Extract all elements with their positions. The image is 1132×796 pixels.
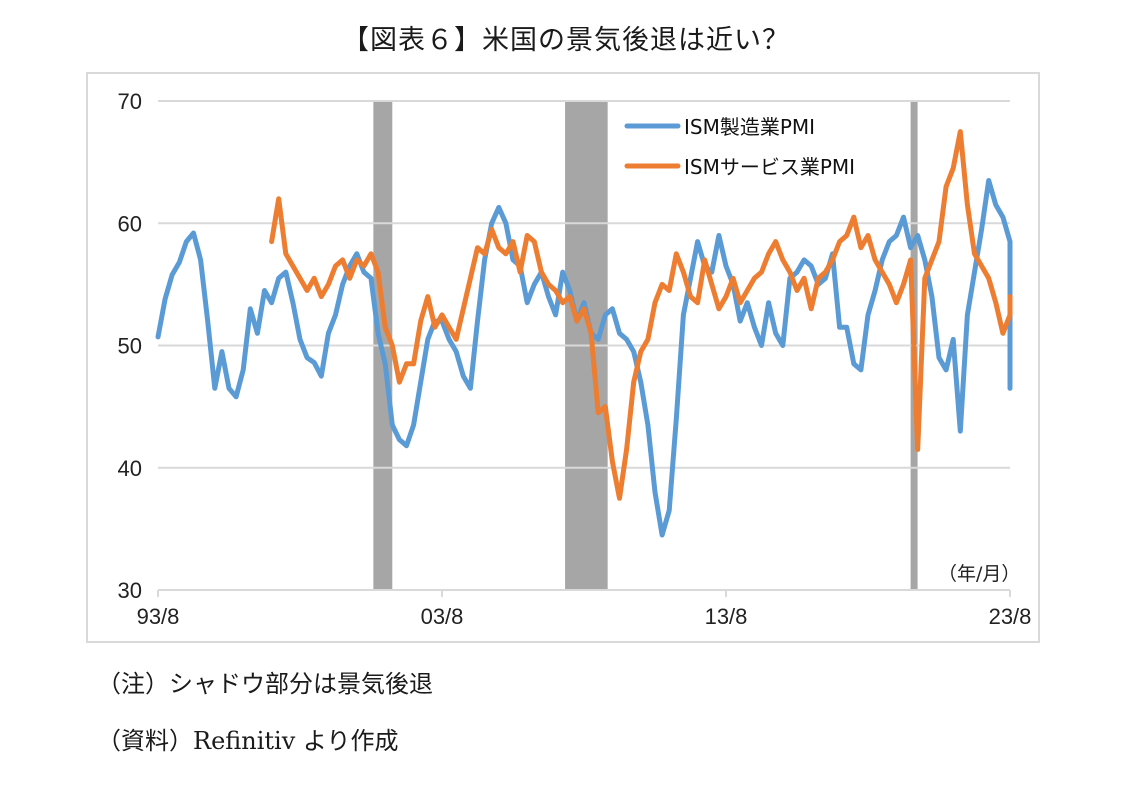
y-tick-label: 70 bbox=[118, 89, 142, 114]
x-axis-unit-label: （年/月） bbox=[938, 563, 1020, 585]
footnote-shading: （注）シャドウ部分は景気後退 bbox=[97, 670, 433, 698]
legend-background bbox=[620, 108, 910, 188]
footnote-source: （資料）Refinitiv より作成 bbox=[97, 727, 399, 755]
x-axis-ticks: 93/8 03/8 13/8 23/8 bbox=[137, 590, 1032, 629]
gridlines bbox=[158, 100, 1010, 591]
series-line-services-pmi bbox=[269, 129, 1013, 501]
y-axis-ticks: 30 40 50 60 70 bbox=[118, 89, 142, 603]
x-tick-label: 23/8 bbox=[989, 604, 1032, 629]
legend-label-services: ISMサービス業PMI bbox=[684, 155, 855, 179]
y-tick-label: 30 bbox=[118, 578, 142, 603]
legend-label-manufacturing: ISM製造業PMI bbox=[684, 115, 815, 139]
legend: ISM製造業PMI ISMサービス業PMI bbox=[620, 108, 910, 188]
y-tick-label: 60 bbox=[118, 211, 142, 236]
chart-title: 【図表６】米国の景気後退は近い？ bbox=[342, 25, 790, 56]
x-tick-label: 13/8 bbox=[705, 604, 748, 629]
y-tick-label: 40 bbox=[118, 456, 142, 481]
y-tick-label: 50 bbox=[118, 334, 142, 359]
series-line-manufacturing-pmi bbox=[155, 178, 1013, 538]
x-tick-label: 03/8 bbox=[421, 604, 464, 629]
x-tick-label: 93/8 bbox=[137, 604, 180, 629]
